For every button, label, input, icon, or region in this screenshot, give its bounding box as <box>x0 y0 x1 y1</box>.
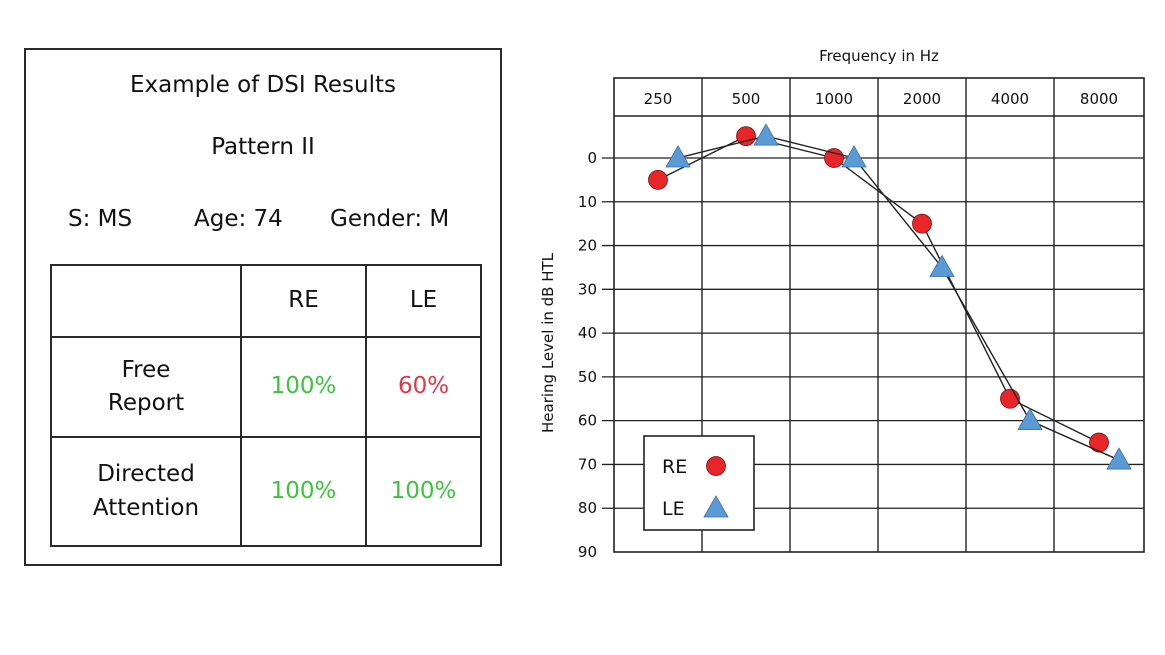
plot-frame <box>613 77 1145 553</box>
data-point-re <box>824 148 844 168</box>
table-header-re: RE <box>240 264 367 338</box>
x-tick-label: 8000 <box>1080 90 1118 108</box>
x-tick-label: 250 <box>644 90 673 108</box>
free-report-re-value: 100% <box>240 336 367 438</box>
legend-marker-le <box>703 495 729 518</box>
data-point-le <box>1017 407 1043 431</box>
x-tick-label: 500 <box>732 90 761 108</box>
dsi-results-table: RE LE Free Report 100% 60% Directed Attent… <box>50 264 482 547</box>
subject-gender: Gender: M <box>330 206 450 232</box>
table-header-le: LE <box>365 264 482 338</box>
x-tick-label: 2000 <box>903 90 941 108</box>
legend-label-re: RE <box>662 456 687 478</box>
legend-label-le: LE <box>662 498 685 520</box>
y-tick-label: 70 <box>578 455 597 473</box>
data-point-re <box>648 169 668 190</box>
table-header-row: RE LE <box>50 264 482 338</box>
pattern-label: Pattern II <box>211 134 315 160</box>
free-report-le-value: 60% <box>365 336 482 438</box>
y-tick-label: 40 <box>578 324 597 342</box>
subject-id: S: MS <box>68 206 133 232</box>
row-label-free-report: Free Report <box>50 336 242 438</box>
y-tick-label: 80 <box>578 499 597 517</box>
row-label-line: Report <box>107 390 185 416</box>
x-tick-label: 4000 <box>991 90 1029 108</box>
data-point-re <box>912 213 932 234</box>
table-header-empty <box>50 264 242 338</box>
row-label-line: Directed <box>97 461 195 488</box>
y-tick-label: 10 <box>578 193 597 211</box>
y-axis-title: Hearing Level in dB HTL <box>539 252 557 433</box>
series-line-re <box>657 135 1100 444</box>
y-tick-label: 30 <box>578 280 597 298</box>
data-point-le <box>929 254 955 277</box>
data-point-le <box>841 145 867 168</box>
x-tick-label: 1000 <box>815 90 853 108</box>
directed-attention-re-value: 100% <box>240 436 367 547</box>
row-label-line: Free <box>121 356 171 383</box>
data-point-le <box>665 145 691 168</box>
table-row: Free Report 100% 60% <box>50 336 482 438</box>
y-tick-label: 50 <box>578 368 597 386</box>
audiogram-chart: Frequency in Hz 0 10 20 30 40 50 60 70 80 90 250 500… <box>539 47 1145 561</box>
dsi-results-panel: Example of DSI Results Pattern II S: MS … <box>24 48 502 566</box>
row-label-directed-attention: Directed Attention <box>50 436 242 547</box>
subject-age: Age: 74 <box>194 206 283 232</box>
y-tick-label: 0 <box>587 149 597 167</box>
y-tick-label: 20 <box>578 237 597 255</box>
directed-attention-le-value: 100% <box>365 436 482 547</box>
y-tick-label: 90 <box>578 543 597 561</box>
series-line-le <box>677 135 1120 461</box>
data-point-re <box>1089 432 1109 453</box>
row-label-line: Attention <box>92 494 200 521</box>
y-tick-label: 60 <box>578 412 597 430</box>
data-point-le <box>753 123 779 146</box>
legend-box <box>643 435 755 531</box>
panel-title: Example of DSI Results <box>129 72 397 98</box>
data-point-re <box>736 126 756 146</box>
data-point-le <box>1106 447 1132 470</box>
x-axis-title: Frequency in Hz <box>819 47 939 65</box>
table-row: Directed Attention 100% 100% <box>50 436 482 547</box>
legend-marker-re <box>706 456 726 476</box>
